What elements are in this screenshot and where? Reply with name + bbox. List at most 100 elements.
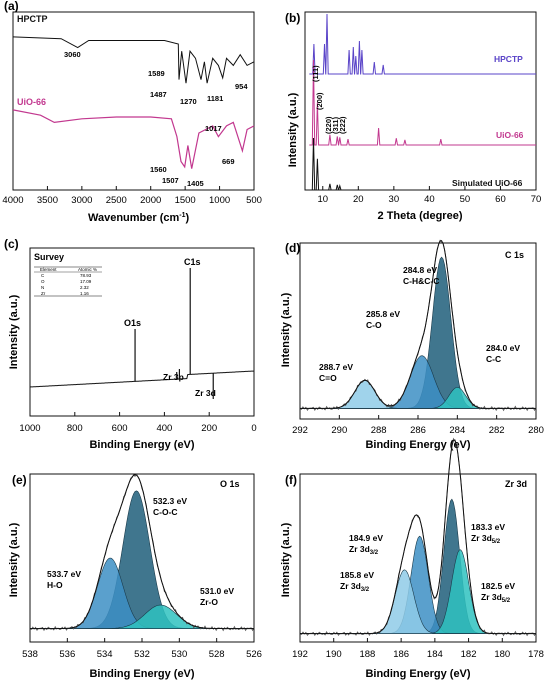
panel-d-ann-2848: 284.8 eV — [403, 265, 437, 275]
panel-b-letter: (b) — [285, 11, 300, 25]
panel-c-survey-line — [29, 370, 255, 388]
panel-a-ann-1181: 1181 — [207, 94, 223, 103]
panel-d-ann-c=o: C=O — [319, 373, 337, 383]
panel-c-xticks: 1000 800 600 400 200 0 — [19, 412, 257, 434]
panel-c-letter: (c) — [4, 237, 19, 251]
panel-d-ann-2887: 288.7 eV — [319, 362, 353, 372]
x-tick-label: 528 — [209, 649, 225, 660]
x-tick-label: 400 — [156, 423, 172, 434]
x-tick-label: 70 — [531, 194, 542, 205]
panel-d-ann-chcc: C-H&C-C — [403, 276, 439, 286]
x-tick-label: 1000 — [19, 423, 40, 434]
panel-f-ann-zr3d32a: Zr 3d3/2 — [349, 544, 379, 556]
panel-e-xlabel: Binding Energy (eV) — [89, 668, 194, 680]
panel-f: (f) 192 190 188 186 184 182 180 178 Zr 3d 184.9… — [280, 437, 544, 680]
xps-envelope — [300, 240, 536, 409]
panel-b-legend-hpctp: HPCTP — [494, 54, 523, 64]
x-tick-label: 538 — [22, 649, 38, 660]
panel-a-ann-1507: 1507 — [162, 176, 179, 185]
panel-f-title: Zr 3d — [505, 479, 527, 489]
panel-f-ylabel: Intensity (a.u.) — [280, 522, 292, 597]
panel-d-letter: (d) — [285, 241, 300, 255]
x-tick-label: 532 — [134, 649, 150, 660]
panel-b-xticks: 10 20 30 40 50 60 70 — [317, 186, 541, 205]
panel-d-xlabel: Binding Energy (eV) — [365, 439, 470, 451]
panel-f-ann-zr3d52a: Zr 3d5/2 — [471, 533, 501, 545]
panel-b-line-hpctp — [309, 13, 536, 75]
x-tick-label: 288 — [371, 425, 387, 436]
x-tick-label: 10 — [317, 194, 328, 205]
panel-e-ann-5323: 532.3 eV — [153, 496, 187, 506]
panel-a-ann-1487: 1487 — [150, 90, 167, 99]
table-cell: 2.32 — [80, 285, 89, 290]
panel-b-ann-311: (311) — [331, 116, 340, 134]
xps-envelope — [30, 474, 254, 630]
panel-e-ylabel: Intensity (a.u.) — [8, 522, 20, 597]
x-tick-label: 286 — [410, 425, 426, 436]
x-tick-label: 284 — [449, 425, 465, 436]
panel-b-ann-222: (222) — [338, 116, 347, 134]
x-tick-label: 184 — [427, 649, 443, 660]
x-tick-label: 530 — [171, 649, 187, 660]
x-tick-label: 20 — [353, 194, 364, 205]
panel-b-ann-200: (200) — [315, 92, 324, 110]
panel-c-xlabel: Binding Energy (eV) — [89, 439, 194, 451]
panel-f-xlabel: Binding Energy (eV) — [365, 668, 470, 680]
panel-a-ann-954: 954 — [235, 82, 248, 91]
panel-c-ann-c1s: C1s — [184, 257, 201, 267]
panel-a-ann-1405: 1405 — [187, 179, 204, 188]
panel-e-xticks: 538 536 534 532 530 528 526 — [22, 638, 262, 660]
x-tick-label: 2000 — [140, 195, 161, 206]
panel-b: (b) 10 20 30 40 50 60 70 HPCTP UiO-66 Simulate… — [285, 11, 541, 222]
panel-c-table: Element Atomic % C 78.93 O 17.09 N 2.32 … — [34, 266, 102, 297]
x-tick-label: 3500 — [37, 195, 58, 206]
table-cell: C — [41, 273, 45, 278]
panel-b-frame — [304, 11, 537, 191]
x-tick-label: 182 — [461, 649, 477, 660]
xps-envelope — [300, 439, 536, 635]
panel-b-ann-220: (220) — [324, 116, 333, 134]
panel-b-xlabel: 2 Theta (degree) — [378, 210, 463, 222]
table-header-atomic: Atomic % — [78, 267, 97, 272]
panel-b-legend-uio66: UiO-66 — [496, 130, 524, 140]
x-tick-label: 526 — [246, 649, 262, 660]
x-tick-label: 290 — [331, 425, 347, 436]
panel-d-ann-2840: 284.0 eV — [486, 343, 520, 353]
panel-a-xticks: 4000 3500 3000 2500 2000 1500 1000 500 — [2, 186, 262, 206]
panel-f-peaks — [300, 437, 537, 637]
panel-f-ann-1849: 184.9 eV — [349, 533, 383, 543]
panel-a-ann-3060: 3060 — [64, 50, 81, 59]
x-tick-label: 1500 — [175, 195, 196, 206]
panel-d-xticks: 292 290 288 286 284 282 280 — [292, 415, 544, 436]
panel-d-ann-cc: C-C — [486, 354, 501, 364]
table-cell: O — [41, 279, 45, 284]
panel-d-title: C 1s — [505, 250, 524, 260]
panel-f-letter: (f) — [285, 473, 297, 487]
panel-b-ylabel: Intensity (a.u.) — [287, 92, 299, 167]
panel-d: (d) 292 290 288 286 284 282 280 C 1s 284.8 eV … — [280, 239, 544, 451]
x-tick-label: 3000 — [71, 195, 92, 206]
panel-c-ann-o1s: O1s — [124, 318, 141, 328]
panel-b-line-simulated — [309, 137, 536, 191]
xps-component-0 — [30, 490, 254, 629]
x-tick-label: 536 — [59, 649, 75, 660]
x-tick-label: 600 — [112, 423, 128, 434]
panel-c-frame — [29, 247, 255, 417]
panel-b-ann-111: (111) — [311, 65, 320, 82]
panel-a-letter: (a) — [4, 0, 19, 13]
x-tick-label: 186 — [393, 649, 409, 660]
panel-f-ann-1858: 185.8 eV — [340, 570, 374, 580]
table-cell: Zr — [41, 291, 46, 296]
table-cell: 1.16 — [80, 291, 89, 296]
panel-e-ann-5337: 533.7 eV — [47, 569, 81, 579]
x-tick-label: 200 — [201, 423, 217, 434]
x-tick-label: 500 — [246, 195, 262, 206]
panel-f-ann-zr3d32b: Zr 3d3/2 — [340, 581, 370, 593]
x-tick-label: 188 — [359, 649, 375, 660]
panel-c-ann-zr3d: Zr 3d — [195, 388, 216, 398]
x-tick-label: 60 — [495, 194, 506, 205]
table-cell: N — [41, 285, 44, 290]
panel-c: (c) 1000 800 600 400 200 0 Survey Element Ato… — [4, 237, 257, 451]
panel-c-ann-zr3p: Zr 3p — [163, 372, 184, 382]
panel-a-line-uio66 — [12, 109, 255, 169]
